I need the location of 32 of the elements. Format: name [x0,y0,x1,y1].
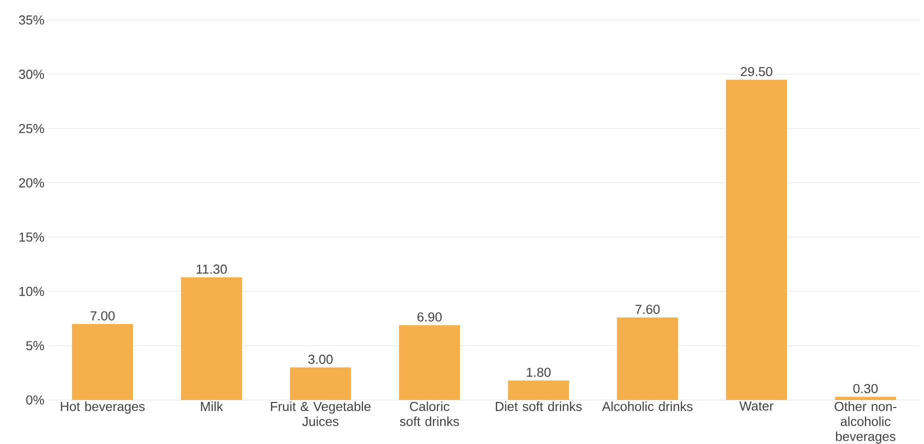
x-tick-label: Water [739,402,774,411]
bar [72,324,134,400]
x-tick-label: Milk [201,402,224,411]
y-tick-label: 5% [26,341,44,350]
x-tick-label: Hot beverages [60,402,145,414]
y-tick-label: 10% [19,286,44,296]
y-tick-label: 30% [18,70,44,79]
bar [398,325,460,400]
bar [180,277,242,400]
bar [508,380,570,400]
data-label: 7.60 [636,304,660,314]
x-tick-label: Fruit & Vegetable Juices [270,402,371,426]
y-tick-label: 35% [18,15,44,25]
data-label: 6.90 [418,312,442,322]
bar [834,396,896,400]
bar [616,317,678,400]
bar [726,80,788,400]
data-label: 3.00 [308,354,333,364]
x-tick-label: Diet soft drinks [496,402,582,412]
x-tick-label: Alcoholic drinks [602,402,693,412]
y-tick-label: 15% [19,232,44,242]
data-label: 1.80 [526,368,551,377]
data-label: 29.50 [740,66,772,76]
bar [290,367,352,400]
data-label: 7.00 [90,311,115,320]
data-label: 11.30 [196,264,227,274]
y-tick-label: 25% [19,124,44,134]
data-label: 0.30 [853,384,878,394]
y-tick-label: 0% [26,395,44,405]
x-tick-label: Caloric soft drinks [400,402,460,426]
x-tick-label: Other non-alcoholic beverages [834,402,896,444]
y-tick-label: 20% [19,178,44,188]
